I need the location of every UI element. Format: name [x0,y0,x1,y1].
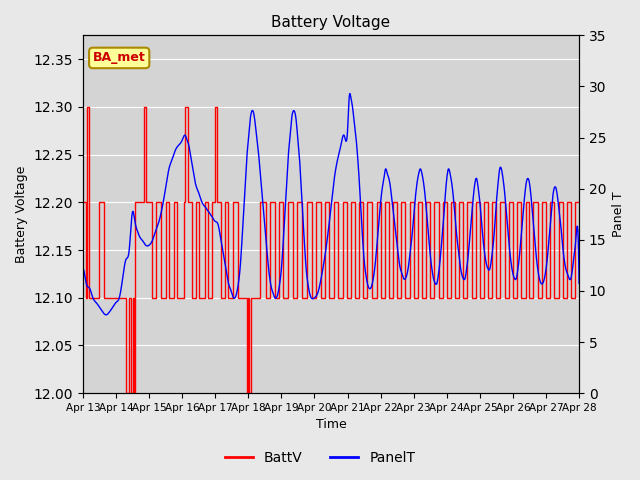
Title: Battery Voltage: Battery Voltage [271,15,390,30]
Text: BA_met: BA_met [93,51,145,64]
Y-axis label: Panel T: Panel T [612,192,625,237]
Y-axis label: Battery Voltage: Battery Voltage [15,166,28,263]
Legend: BattV, PanelT: BattV, PanelT [220,445,420,471]
X-axis label: Time: Time [316,419,346,432]
